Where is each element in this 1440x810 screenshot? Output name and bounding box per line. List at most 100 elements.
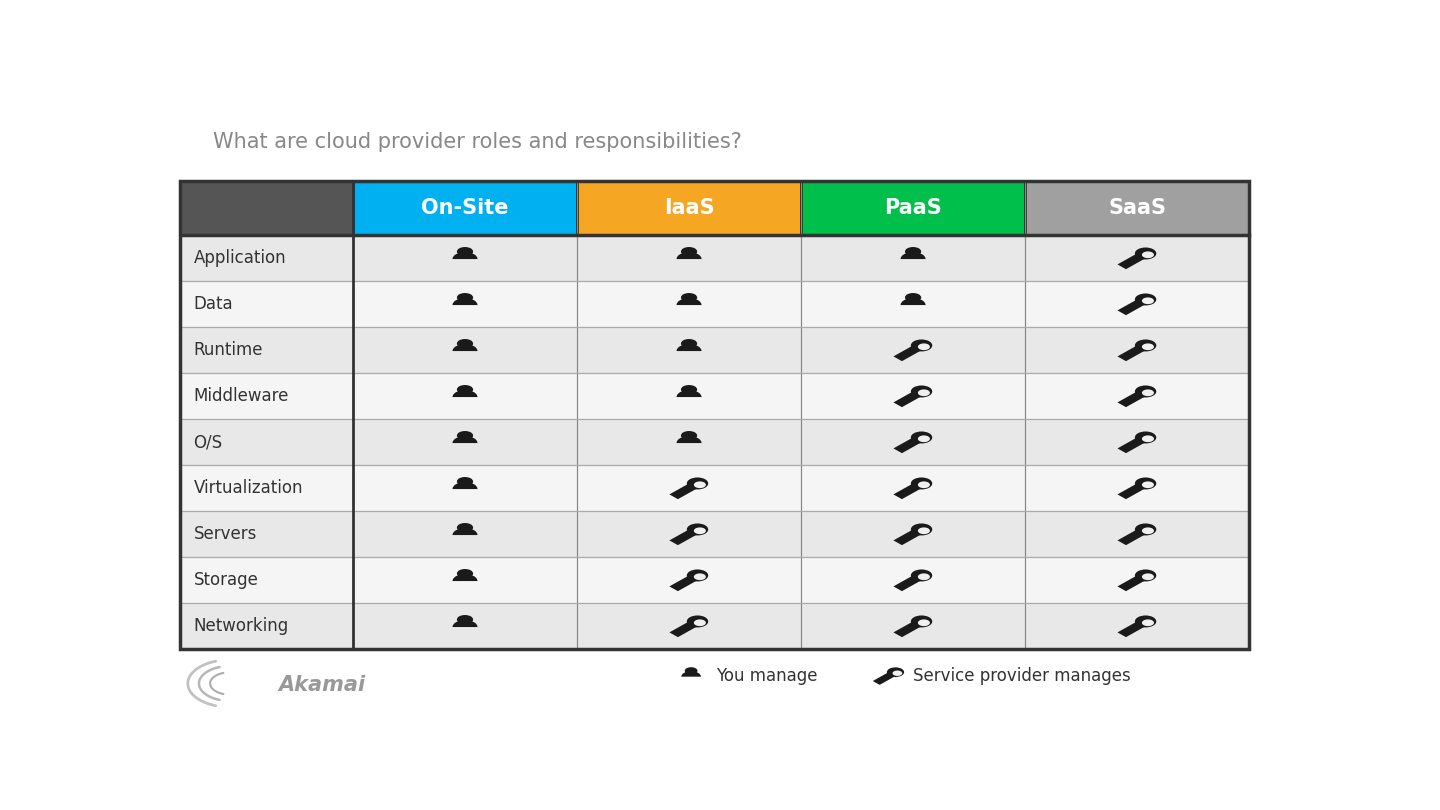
Text: On-Site: On-Site <box>422 198 508 219</box>
Circle shape <box>912 339 932 352</box>
Circle shape <box>456 569 474 578</box>
Circle shape <box>687 477 708 489</box>
FancyBboxPatch shape <box>577 373 801 420</box>
Circle shape <box>887 667 904 677</box>
FancyBboxPatch shape <box>801 465 1025 511</box>
FancyBboxPatch shape <box>801 235 1025 281</box>
Wedge shape <box>452 344 478 351</box>
Circle shape <box>917 390 930 396</box>
Circle shape <box>1142 573 1153 580</box>
Circle shape <box>687 523 708 535</box>
Wedge shape <box>681 671 701 676</box>
Circle shape <box>1135 432 1156 443</box>
FancyBboxPatch shape <box>577 327 801 373</box>
Wedge shape <box>452 252 478 259</box>
Text: What are cloud provider roles and responsibilities?: What are cloud provider roles and respon… <box>213 131 743 151</box>
Circle shape <box>893 671 903 676</box>
FancyBboxPatch shape <box>577 181 801 235</box>
PathPatch shape <box>670 529 698 545</box>
FancyBboxPatch shape <box>577 511 801 557</box>
PathPatch shape <box>1117 621 1146 637</box>
FancyBboxPatch shape <box>180 181 353 235</box>
FancyBboxPatch shape <box>180 281 353 327</box>
FancyBboxPatch shape <box>1025 235 1248 281</box>
FancyBboxPatch shape <box>353 373 577 420</box>
FancyBboxPatch shape <box>353 235 577 281</box>
FancyBboxPatch shape <box>801 603 1025 649</box>
FancyBboxPatch shape <box>353 465 577 511</box>
Circle shape <box>917 573 930 580</box>
FancyBboxPatch shape <box>1025 181 1248 235</box>
Circle shape <box>681 431 697 440</box>
Wedge shape <box>452 298 478 305</box>
FancyBboxPatch shape <box>353 603 577 649</box>
Circle shape <box>456 385 474 394</box>
Circle shape <box>1135 386 1156 398</box>
Text: Networking: Networking <box>193 617 288 635</box>
FancyBboxPatch shape <box>1025 603 1248 649</box>
FancyBboxPatch shape <box>180 511 353 557</box>
Circle shape <box>912 432 932 443</box>
Circle shape <box>912 477 932 489</box>
PathPatch shape <box>670 575 698 591</box>
PathPatch shape <box>893 529 922 545</box>
Text: PaaS: PaaS <box>884 198 942 219</box>
Circle shape <box>917 620 930 626</box>
PathPatch shape <box>893 345 922 361</box>
FancyBboxPatch shape <box>180 235 353 281</box>
Wedge shape <box>452 482 478 489</box>
FancyBboxPatch shape <box>180 557 353 603</box>
Wedge shape <box>452 574 478 581</box>
Circle shape <box>687 616 708 628</box>
Circle shape <box>456 247 474 256</box>
FancyBboxPatch shape <box>1025 281 1248 327</box>
Circle shape <box>904 247 922 256</box>
Wedge shape <box>677 298 701 305</box>
Circle shape <box>1135 293 1156 305</box>
Circle shape <box>1142 297 1153 304</box>
Text: You manage: You manage <box>716 667 816 685</box>
FancyBboxPatch shape <box>801 373 1025 420</box>
Circle shape <box>1135 339 1156 352</box>
Text: Application: Application <box>193 249 287 267</box>
PathPatch shape <box>670 484 698 499</box>
PathPatch shape <box>1117 299 1146 315</box>
Circle shape <box>917 436 930 442</box>
Text: O/S: O/S <box>193 433 223 451</box>
Circle shape <box>1135 616 1156 628</box>
PathPatch shape <box>893 391 922 407</box>
FancyBboxPatch shape <box>180 603 353 649</box>
FancyBboxPatch shape <box>801 420 1025 465</box>
Circle shape <box>912 523 932 535</box>
Wedge shape <box>677 252 701 259</box>
PathPatch shape <box>1117 484 1146 499</box>
Wedge shape <box>677 390 701 397</box>
FancyBboxPatch shape <box>353 281 577 327</box>
FancyBboxPatch shape <box>1025 511 1248 557</box>
Wedge shape <box>452 436 478 443</box>
FancyBboxPatch shape <box>1025 465 1248 511</box>
FancyBboxPatch shape <box>577 603 801 649</box>
Wedge shape <box>452 620 478 627</box>
Circle shape <box>456 615 474 624</box>
FancyBboxPatch shape <box>801 557 1025 603</box>
FancyBboxPatch shape <box>1025 327 1248 373</box>
Circle shape <box>912 386 932 398</box>
Circle shape <box>694 620 706 626</box>
FancyBboxPatch shape <box>1025 373 1248 420</box>
Circle shape <box>681 293 697 302</box>
Circle shape <box>681 339 697 348</box>
FancyBboxPatch shape <box>353 420 577 465</box>
Circle shape <box>694 573 706 580</box>
FancyBboxPatch shape <box>801 511 1025 557</box>
Text: Runtime: Runtime <box>193 341 264 359</box>
FancyBboxPatch shape <box>180 420 353 465</box>
Circle shape <box>1142 527 1153 534</box>
FancyBboxPatch shape <box>180 373 353 420</box>
FancyBboxPatch shape <box>1025 420 1248 465</box>
Text: Servers: Servers <box>193 525 256 544</box>
Circle shape <box>1142 481 1153 488</box>
FancyBboxPatch shape <box>353 511 577 557</box>
FancyBboxPatch shape <box>577 557 801 603</box>
PathPatch shape <box>893 437 922 453</box>
